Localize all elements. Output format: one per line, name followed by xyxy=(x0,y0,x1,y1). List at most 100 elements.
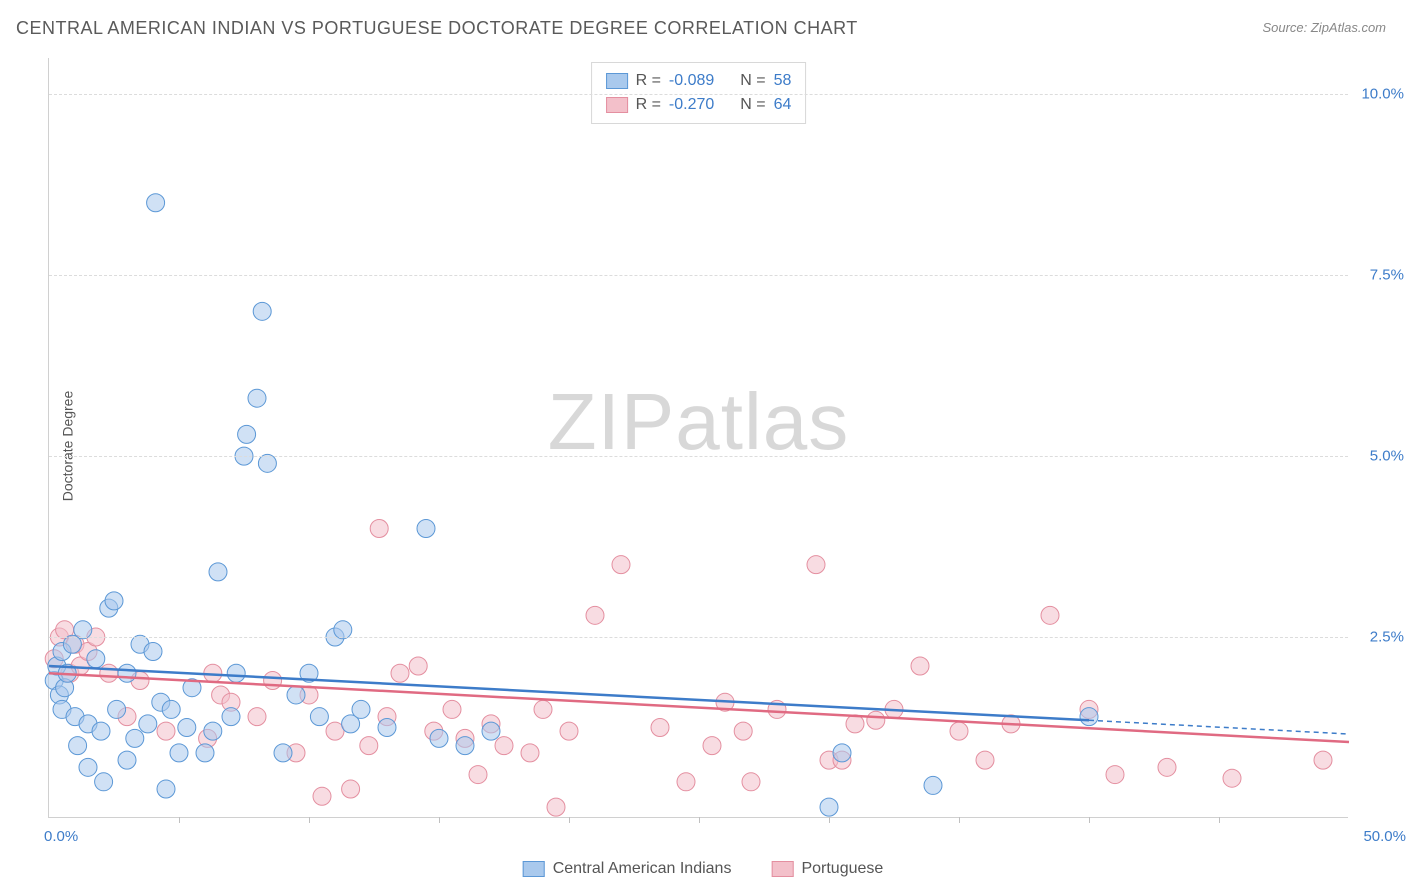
scatter-point xyxy=(157,780,175,798)
scatter-point xyxy=(209,563,227,581)
scatter-point xyxy=(126,729,144,747)
scatter-point xyxy=(238,425,256,443)
trend-line xyxy=(49,673,1349,742)
scatter-point xyxy=(521,744,539,762)
scatter-point xyxy=(310,708,328,726)
scatter-point xyxy=(370,519,388,537)
scatter-point xyxy=(1080,708,1098,726)
scatter-point xyxy=(867,711,885,729)
x-tick xyxy=(1219,817,1220,823)
scatter-point xyxy=(170,744,188,762)
scatter-point xyxy=(313,787,331,805)
scatter-point xyxy=(264,671,282,689)
x-tick xyxy=(699,817,700,823)
scatter-point xyxy=(95,773,113,791)
scatter-point xyxy=(911,657,929,675)
scatter-point xyxy=(227,664,245,682)
chart-title: CENTRAL AMERICAN INDIAN VS PORTUGUESE DO… xyxy=(16,18,858,39)
x-tick xyxy=(439,817,440,823)
scatter-point xyxy=(352,700,370,718)
scatter-point xyxy=(378,719,396,737)
legend-item-2: Portuguese xyxy=(771,860,883,878)
scatter-point xyxy=(469,766,487,784)
scatter-point xyxy=(92,722,110,740)
grid-line xyxy=(49,275,1348,276)
scatter-point xyxy=(409,657,427,675)
grid-line xyxy=(49,94,1348,95)
x-tick-label-start: 0.0% xyxy=(44,828,78,845)
scatter-point xyxy=(547,798,565,816)
scatter-point xyxy=(178,719,196,737)
x-tick xyxy=(569,817,570,823)
scatter-point xyxy=(807,556,825,574)
scatter-point xyxy=(651,719,669,737)
swatch-blue-icon xyxy=(523,861,545,877)
swatch-pink-icon xyxy=(771,861,793,877)
scatter-point xyxy=(204,722,222,740)
scatter-point xyxy=(482,722,500,740)
scatter-point xyxy=(612,556,630,574)
scatter-point xyxy=(976,751,994,769)
scatter-point xyxy=(534,700,552,718)
bottom-legend: Central American Indians Portuguese xyxy=(523,860,884,878)
scatter-point xyxy=(1158,758,1176,776)
scatter-point xyxy=(417,519,435,537)
scatter-point xyxy=(924,776,942,794)
scatter-point xyxy=(360,737,378,755)
scatter-point xyxy=(253,302,271,320)
scatter-point xyxy=(100,664,118,682)
scatter-point xyxy=(456,737,474,755)
scatter-point xyxy=(833,744,851,762)
scatter-point xyxy=(79,758,97,776)
trend-line xyxy=(49,666,1089,720)
y-tick-label: 5.0% xyxy=(1370,448,1404,465)
x-tick-label-end: 50.0% xyxy=(1363,828,1406,845)
scatter-point xyxy=(430,729,448,747)
scatter-point xyxy=(118,664,136,682)
x-tick xyxy=(829,817,830,823)
scatter-point xyxy=(391,664,409,682)
grid-line xyxy=(49,456,1348,457)
scatter-point xyxy=(139,715,157,733)
scatter-point xyxy=(1041,606,1059,624)
trend-line-ext xyxy=(1089,720,1349,734)
scatter-point xyxy=(742,773,760,791)
x-tick xyxy=(179,817,180,823)
scatter-point xyxy=(105,592,123,610)
grid-line xyxy=(49,637,1348,638)
scatter-point xyxy=(274,744,292,762)
scatter-point xyxy=(87,650,105,668)
scatter-point xyxy=(342,780,360,798)
scatter-point xyxy=(1223,769,1241,787)
scatter-point xyxy=(1314,751,1332,769)
source-label: Source: ZipAtlas.com xyxy=(1262,20,1386,35)
scatter-point xyxy=(147,194,165,212)
y-tick-label: 2.5% xyxy=(1370,629,1404,646)
plot-area: ZIPatlas R = -0.089 N = 58 R = -0.270 N … xyxy=(48,58,1348,818)
scatter-point xyxy=(69,737,87,755)
x-tick xyxy=(309,817,310,823)
scatter-point xyxy=(1106,766,1124,784)
scatter-point xyxy=(287,686,305,704)
scatter-point xyxy=(248,389,266,407)
scatter-point xyxy=(734,722,752,740)
scatter-point xyxy=(560,722,578,740)
x-tick xyxy=(1089,817,1090,823)
scatter-point xyxy=(950,722,968,740)
scatter-point xyxy=(846,715,864,733)
scatter-point xyxy=(586,606,604,624)
scatter-svg xyxy=(49,58,1348,817)
scatter-point xyxy=(248,708,266,726)
x-tick xyxy=(959,817,960,823)
legend-item-1: Central American Indians xyxy=(523,860,732,878)
scatter-point xyxy=(144,643,162,661)
scatter-point xyxy=(196,744,214,762)
scatter-point xyxy=(222,708,240,726)
legend-label-2: Portuguese xyxy=(801,860,883,878)
scatter-point xyxy=(162,700,180,718)
scatter-point xyxy=(703,737,721,755)
scatter-point xyxy=(108,700,126,718)
y-tick-label: 10.0% xyxy=(1361,86,1404,103)
scatter-point xyxy=(677,773,695,791)
y-tick-label: 7.5% xyxy=(1370,267,1404,284)
